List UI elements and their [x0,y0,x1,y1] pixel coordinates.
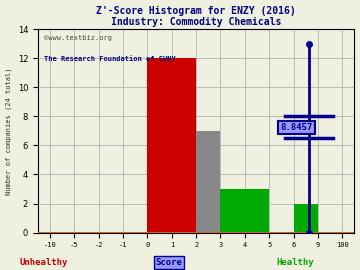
Text: Score: Score [156,258,183,267]
Bar [148,58,196,232]
Text: Healthy: Healthy [276,258,314,267]
Text: ©www.textbiz.org: ©www.textbiz.org [44,35,112,42]
Text: The Research Foundation of SUNY: The Research Foundation of SUNY [44,56,176,62]
Bar [220,189,269,232]
Bar [196,131,220,232]
Title: Z'-Score Histogram for ENZY (2016)
Industry: Commodity Chemicals: Z'-Score Histogram for ENZY (2016) Indus… [96,6,296,27]
Text: 8.8457: 8.8457 [280,123,313,132]
Text: Unhealthy: Unhealthy [19,258,67,267]
Y-axis label: Number of companies (24 total): Number of companies (24 total) [5,67,12,195]
Bar [293,204,318,232]
